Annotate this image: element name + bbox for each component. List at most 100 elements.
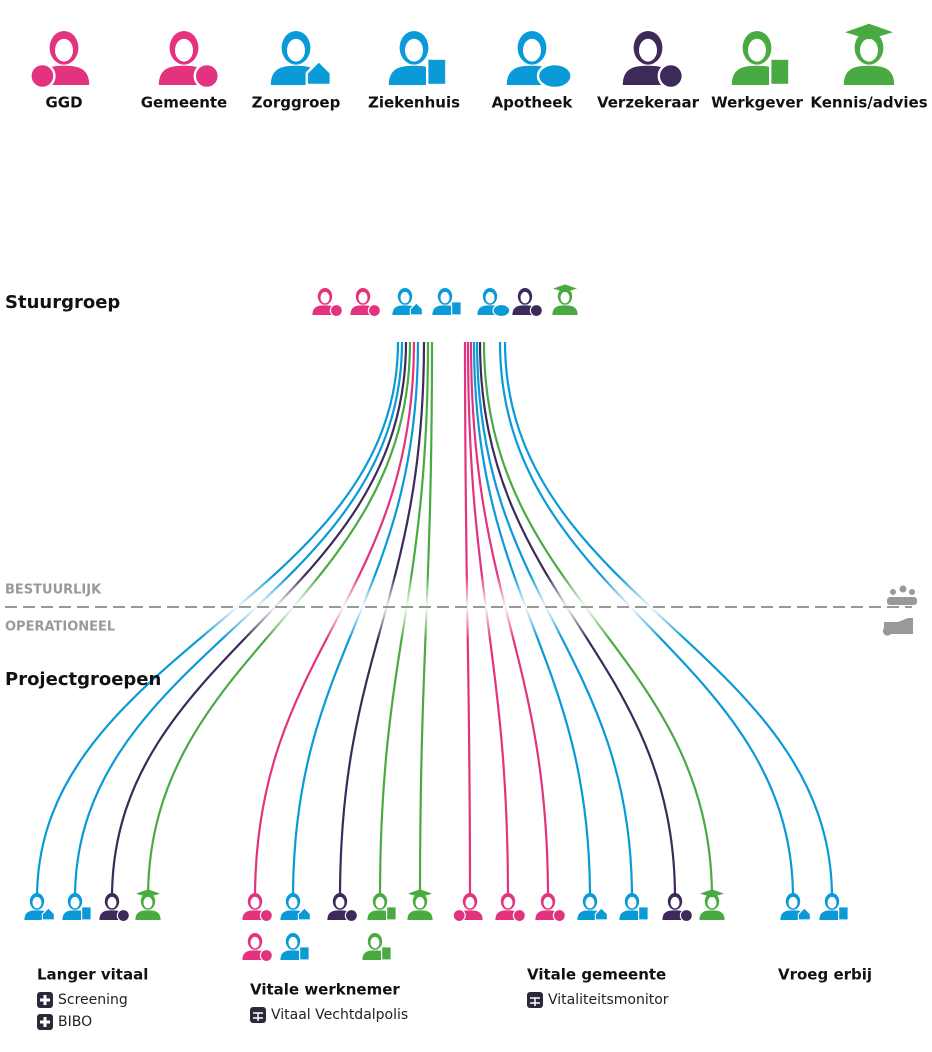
body [407,910,433,920]
legend-icon [29,31,90,90]
member-icon [24,893,55,921]
member-icon [99,893,131,923]
face [503,896,513,909]
member-icon [280,933,310,961]
project-name: Vroeg erbij [778,966,872,984]
legend-icon [731,31,791,87]
face [400,291,410,304]
badge [637,906,649,921]
badge [305,59,332,87]
item-icon-cross [40,1017,50,1027]
steering-icon [350,288,381,318]
face [358,291,368,304]
face [485,291,495,304]
item-icon-grid [253,1012,263,1021]
face [585,896,595,909]
project-item: Vitaal Vechtdalpolis [271,1007,408,1023]
body [552,305,578,315]
member-icon [327,893,358,923]
badge [381,946,392,961]
face [107,896,117,909]
badge [367,303,381,318]
face [175,38,193,62]
member-icon [780,893,811,921]
face [55,38,73,62]
badge [451,301,462,316]
member-icon [62,893,92,921]
badge [512,908,527,923]
legend-label: Verzekeraar [597,94,700,112]
badge [797,907,811,921]
hand-icon [882,618,913,636]
legend-icon [388,31,448,87]
badge [408,889,432,898]
legend-icon [506,31,573,90]
badge [552,908,567,923]
badge [426,57,448,87]
member-icon [577,893,608,921]
badge [299,946,310,961]
legend-icon [270,31,332,87]
legend-icon [843,23,895,85]
project-item: Screening [58,992,128,1008]
steering-icon [477,288,511,318]
badge [193,62,221,90]
member-icon [407,889,433,920]
project-name: Vitale werknemer [250,981,400,999]
steering-icon [552,284,578,315]
member-icon [495,893,527,923]
face [788,896,798,909]
member-icon [535,893,567,923]
face [520,291,530,304]
badge [769,57,791,87]
badge [259,908,273,923]
badge [80,906,92,921]
face [70,896,80,909]
face [523,38,541,62]
face [250,936,260,949]
project-name: Langer vitaal [37,966,148,984]
steering-icon [392,288,423,316]
face [627,896,637,909]
level-bottom: OPERATIONEEL [5,620,115,635]
level-top: BESTUURLIJK [5,583,102,598]
badge [297,907,311,921]
badge [136,889,160,898]
steering-icon [312,288,343,318]
legend-icon [622,31,684,90]
face [543,896,553,909]
steering-icon [512,288,544,318]
legend-label: Ziekenhuis [368,94,460,112]
member-icon [242,933,273,963]
item-icon-grid [530,997,540,1006]
face [748,38,766,62]
badge [41,907,55,921]
member-icon [280,893,311,921]
legend-label: GGD [45,94,82,112]
legend-label: Kennis/advies [810,94,927,112]
project-item: BIBO [58,1014,92,1030]
face [827,896,837,909]
face [465,896,475,909]
projects-title: Projectgroepen [5,669,161,690]
badge [553,284,577,293]
face [405,38,423,62]
steering-title: Stuurgroep [5,292,120,313]
item-icon-cross [40,995,50,1005]
body [135,910,161,920]
legend-label: Apotheek [492,94,574,112]
steering-icon [432,288,462,316]
legend-label: Werkgever [711,94,803,112]
face [707,896,717,909]
legend-icon [158,31,221,90]
badge [529,303,544,318]
badge [344,908,358,923]
badge [536,62,573,90]
face [288,896,298,909]
member-icon [619,893,649,921]
face [860,38,878,62]
member-icon [367,893,397,921]
body [699,910,725,920]
face [375,896,385,909]
